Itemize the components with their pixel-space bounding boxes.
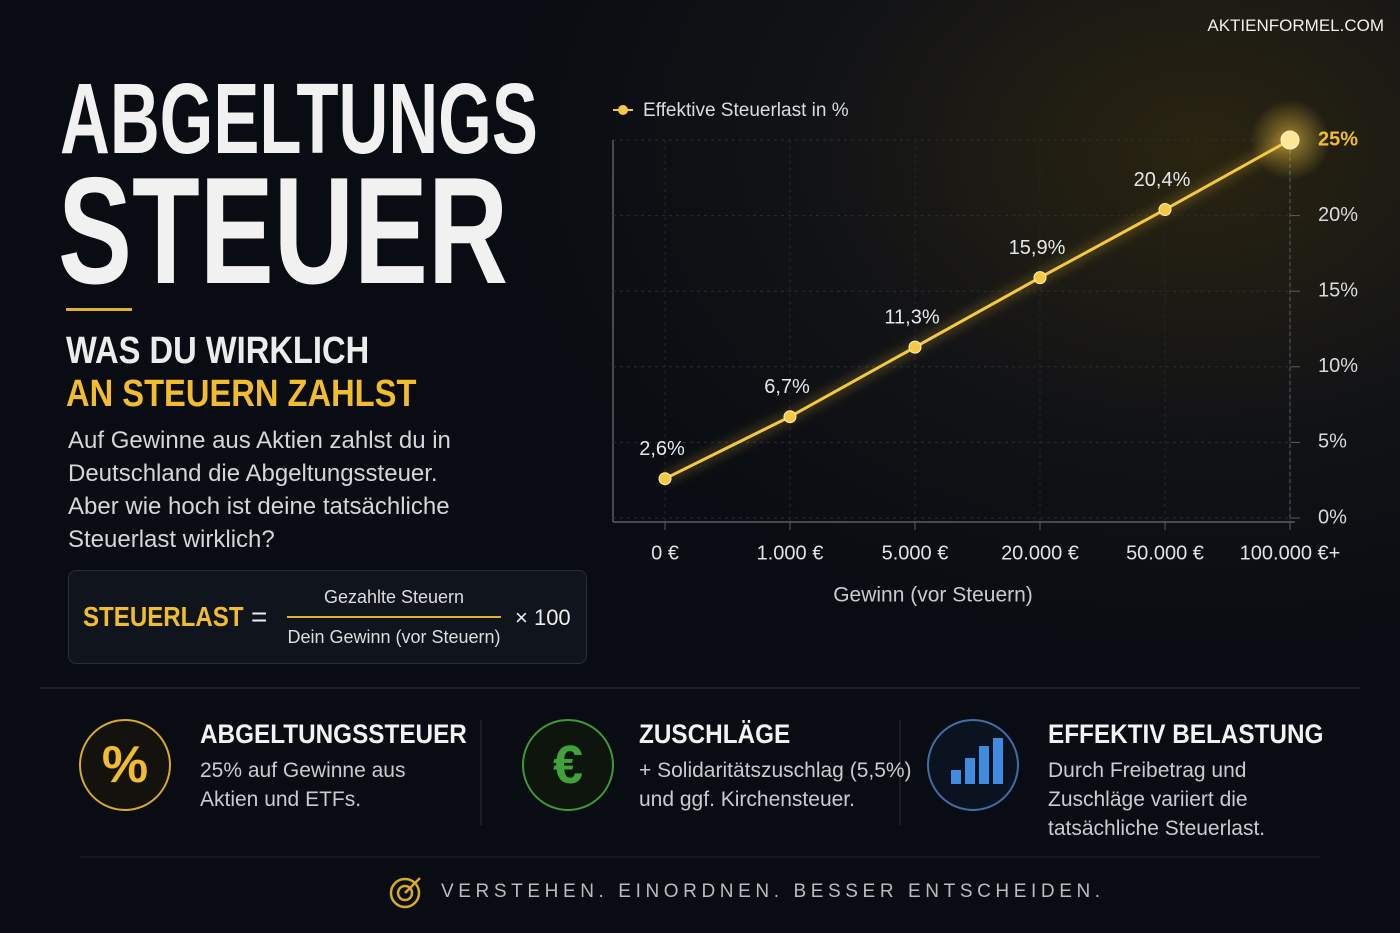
intro-line: Steuerlast wirklich? [68,526,275,553]
card-title: ZUSCHLÄGE [639,719,791,749]
card-line: Zuschläge variiert die [1048,788,1248,811]
brand: AKTIENFORMEL.COM [1207,16,1384,35]
card-line: 25% auf Gewinne aus [200,759,406,782]
formula-numerator: Gezahlte Steuern [323,587,465,607]
intro-line: Auf Gewinne aus Aktien zahlst du in [68,427,451,454]
footer: VERSTEHEN. EINORDNEN. BESSER ENTSCHEIDEN… [441,881,1105,902]
point [783,410,797,424]
value-label: 20,4% [1134,169,1191,191]
y-tick-label: 20% [1318,204,1358,226]
y-tick-label: 15% [1318,279,1358,301]
point [908,340,922,354]
title: STEUER [58,146,509,316]
y-tick-label: 5% [1318,431,1347,453]
x-axis-label: Gewinn (vor Steuern) [833,584,1033,607]
value-label: 2,6% [639,438,685,460]
point [658,472,672,486]
legend-dot [618,105,628,115]
intro-line: Deutschland die Abgeltungssteuer. [68,460,438,487]
bar-icon [951,738,1003,784]
formula-factor: × 100 [515,605,571,630]
formula-equals: = [251,601,268,632]
y-tick-label: 0% [1318,506,1347,528]
y-tick-label: 10% [1318,355,1358,377]
formula-denominator: Dein Gewinn (vor Steuern) [287,627,501,647]
point [1280,130,1300,150]
card-title: EFFEKTIV BELASTUNG [1048,719,1324,749]
legend-label: Effektive Steuerlast in % [643,100,849,121]
x-tick-label: 50.000 € [1126,542,1204,564]
card-line: Durch Freibetrag und [1048,759,1247,782]
card-line: Aktien und ETFs. [200,788,362,811]
target-icon [389,877,421,909]
intro-line: Aber wie hoch ist deine tatsächliche [68,493,450,520]
formula-box: STEUERLAST = Gezahlte Steuern Dein Gewin… [68,570,587,664]
point [1158,203,1172,217]
card: ABGELTUNGSSTEUER 25% auf Gewinne aus Akt… [200,719,497,814]
icon-circle [522,719,614,811]
fraction-line [287,616,501,618]
card-title: ABGELTUNGSSTEUER [200,719,467,749]
card: EFFEKTIV BELASTUNG Durch Freibetrag und … [1048,719,1354,843]
title: ABGELTUNGS [60,63,538,175]
card: ZUSCHLÄGE + Solidaritätszuschlag (5,5%) … [639,719,912,814]
value-label: 11,3% [884,306,939,328]
line [664,138,1291,481]
value-label: 15,9% [1009,237,1066,259]
card-line: und ggf. Kirchensteuer. [639,788,855,811]
card-icon: € [552,735,584,795]
formula-label: STEUERLAST [83,601,244,632]
intro: Auf Gewinne aus Aktien zahlst du in Deut… [68,424,451,556]
accent-line [66,308,132,311]
subtitle: WAS DU WIRKLICH [66,330,370,372]
card-line: + Solidaritätszuschlag (5,5%) [639,759,912,782]
icon-circle [79,719,171,811]
x-tick-label: 0 € [651,542,679,564]
point [1033,271,1047,285]
x-tick-label: 5.000 € [882,542,949,564]
subtitle: AN STEUERN ZAHLST [66,373,417,415]
x-tick-label: 20.000 € [1001,542,1079,564]
card-line: tatsächliche Steuerlast. [1048,817,1266,840]
value-label: 6,7% [764,376,810,398]
x-tick-label: 1.000 € [757,542,824,564]
card-icon: % [101,736,149,794]
x-tick-label: 100.000 €+ [1240,542,1341,564]
